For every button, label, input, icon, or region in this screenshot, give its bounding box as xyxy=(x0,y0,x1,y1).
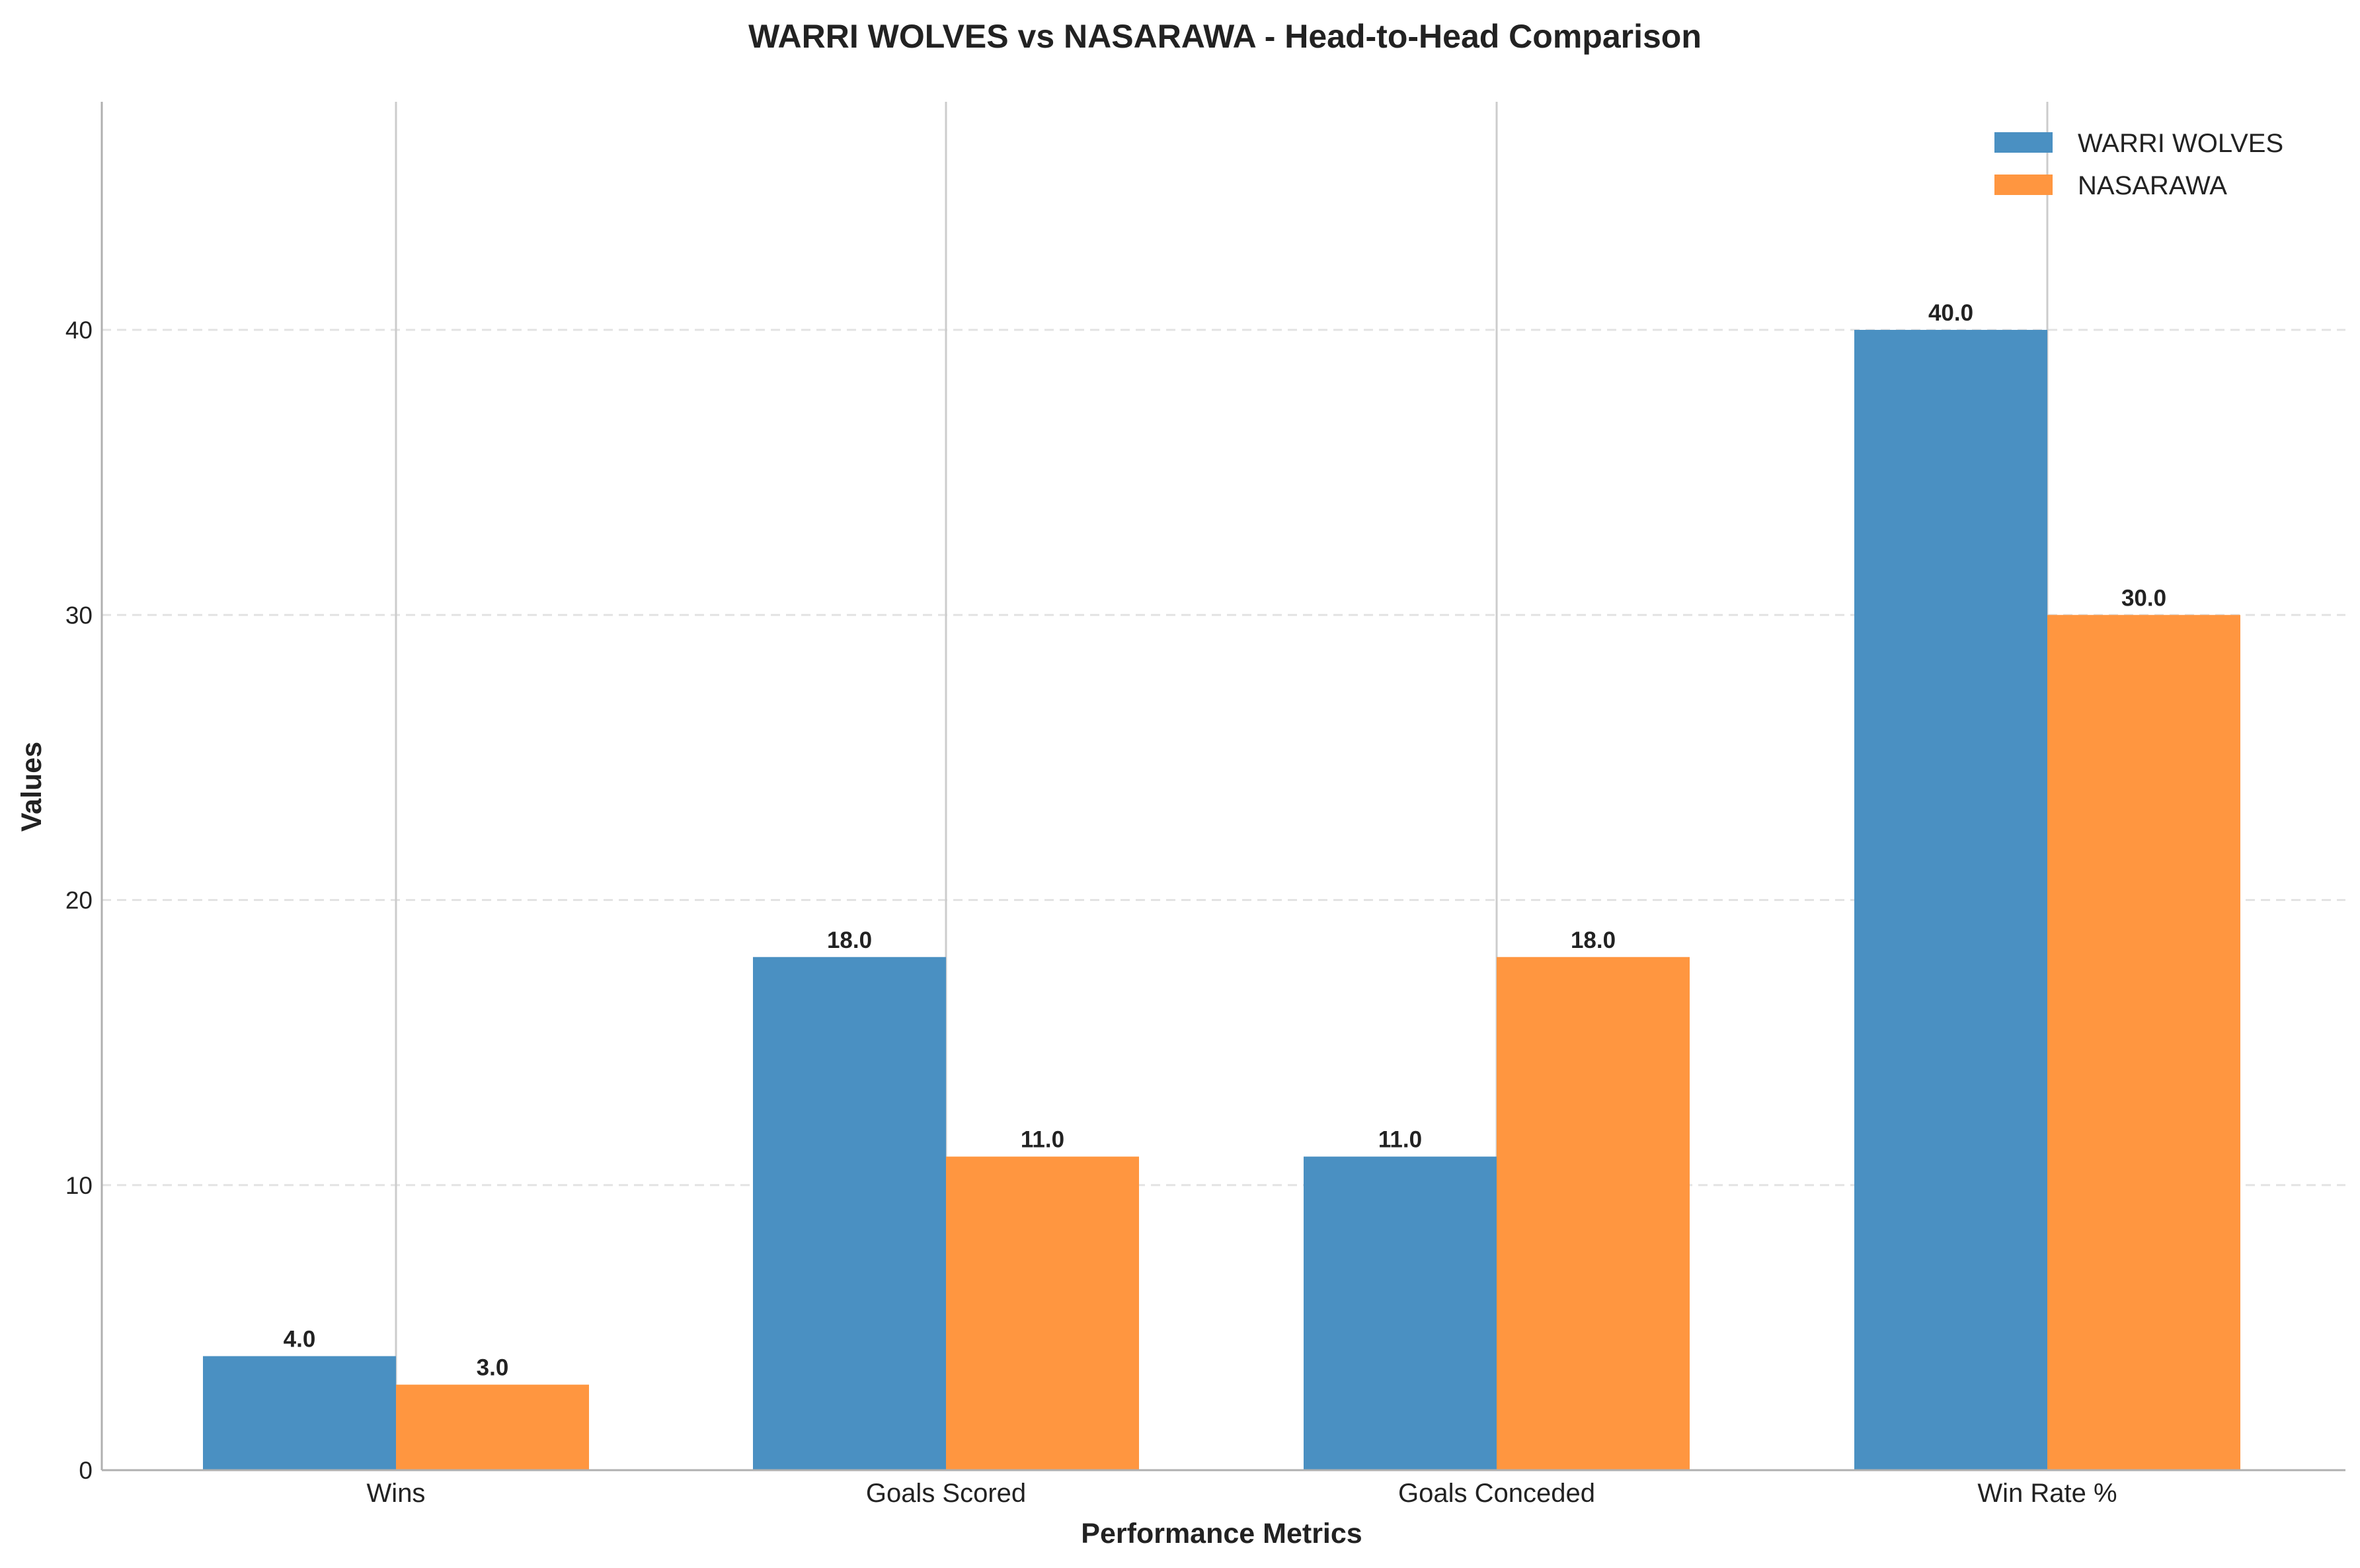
bar-value-label: 4.0 xyxy=(284,1327,316,1352)
legend-label-nasarawa: NASARAWA xyxy=(2078,171,2227,200)
legend-label-warri-wolves: WARRI WOLVES xyxy=(2078,129,2283,158)
bar-nasarawa xyxy=(946,1156,1139,1470)
bar-nasarawa xyxy=(1497,957,1690,1470)
legend-swatch-warri-wolves xyxy=(1994,132,2053,153)
x-axis-title: Performance Metrics xyxy=(1081,1518,1362,1549)
bar-value-label: 3.0 xyxy=(477,1355,509,1381)
bar-nasarawa xyxy=(396,1384,589,1470)
bar-warri-wolves xyxy=(753,957,946,1470)
data-labels: 4.0 18.0 11.0 40.0 3.0 11.0 18.0 30.0 xyxy=(284,300,2166,1381)
y-ticks: 0 10 20 30 40 xyxy=(65,317,93,1484)
x-tick-label: Wins xyxy=(367,1479,426,1508)
bar-warri-wolves xyxy=(1304,1156,1497,1470)
bar-value-label: 18.0 xyxy=(827,927,872,953)
bars xyxy=(203,330,2240,1470)
axes xyxy=(100,102,2345,1471)
bar-warri-wolves xyxy=(203,1356,396,1470)
legend-swatch-nasarawa xyxy=(1994,175,2053,195)
y-tick-label: 20 xyxy=(65,887,93,914)
bar-value-label: 11.0 xyxy=(1378,1127,1422,1153)
bar-warri-wolves xyxy=(1854,330,2047,1470)
bar-nasarawa xyxy=(2047,615,2240,1470)
x-tick-label: Goals Scored xyxy=(866,1479,1026,1508)
y-tick-label: 0 xyxy=(79,1457,93,1484)
bar-value-label: 40.0 xyxy=(1928,300,1973,326)
legend: WARRI WOLVES NASARAWA xyxy=(1994,129,2283,200)
y-axis-title: Values xyxy=(16,742,48,832)
chart-title: WARRI WOLVES vs NASARAWA - Head-to-Head … xyxy=(748,18,1702,55)
y-tick-label: 10 xyxy=(65,1172,93,1199)
y-tick-label: 40 xyxy=(65,317,93,344)
x-tick-label: Goals Conceded xyxy=(1398,1479,1595,1508)
y-tick-label: 30 xyxy=(65,602,93,629)
bar-value-label: 11.0 xyxy=(1021,1127,1064,1153)
bar-value-label: 18.0 xyxy=(1571,927,1616,953)
x-tick-label: Win Rate % xyxy=(1977,1479,2117,1508)
x-ticks: Wins Goals Scored Goals Conceded Win Rate % xyxy=(367,1479,2117,1508)
bar-value-label: 30.0 xyxy=(2121,585,2166,611)
